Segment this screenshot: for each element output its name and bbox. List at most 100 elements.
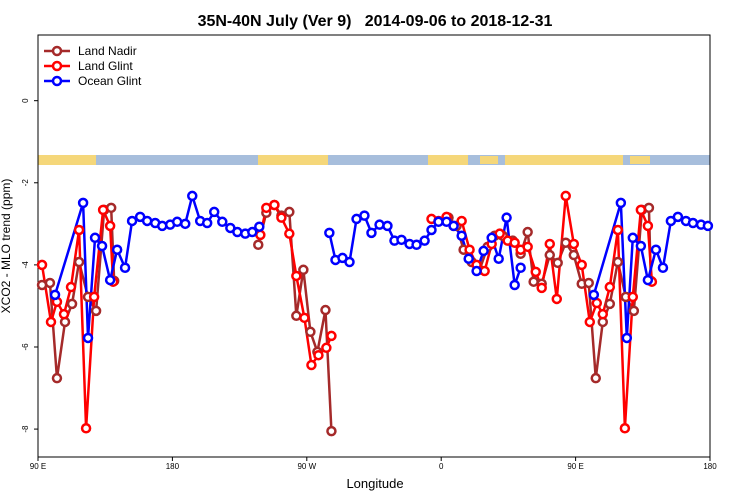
legend-label: Land Glint bbox=[78, 59, 133, 73]
data-point bbox=[568, 238, 580, 250]
data-point bbox=[58, 308, 70, 320]
data-point bbox=[45, 316, 57, 328]
data-point bbox=[374, 219, 385, 230]
data-point bbox=[635, 240, 647, 252]
data-point bbox=[597, 308, 609, 320]
data-point bbox=[604, 298, 616, 310]
data-point bbox=[621, 332, 633, 344]
data-point bbox=[576, 259, 587, 271]
data-point bbox=[643, 202, 655, 214]
data-point bbox=[612, 256, 624, 268]
data-point bbox=[560, 237, 571, 248]
legend-marker bbox=[51, 45, 63, 57]
data-point bbox=[591, 297, 603, 309]
x-axis-label: Longitude bbox=[346, 476, 403, 491]
data-point bbox=[217, 216, 228, 228]
data-point bbox=[111, 244, 123, 255]
data-point bbox=[276, 212, 287, 223]
data-point bbox=[494, 228, 505, 239]
data-point bbox=[522, 241, 533, 253]
data-point bbox=[208, 206, 220, 218]
data-point bbox=[73, 256, 85, 268]
data-point bbox=[590, 372, 602, 384]
data-point bbox=[463, 253, 474, 264]
data-point bbox=[156, 220, 168, 232]
y-tick-label: -6 bbox=[21, 343, 30, 351]
data-point bbox=[552, 257, 563, 269]
data-point bbox=[299, 312, 310, 324]
data-point bbox=[583, 277, 594, 289]
data-point bbox=[306, 359, 317, 371]
data-point bbox=[73, 224, 85, 236]
data-point bbox=[522, 226, 533, 238]
land-band bbox=[428, 155, 468, 165]
data-point bbox=[471, 265, 482, 277]
data-point bbox=[187, 190, 198, 202]
data-point bbox=[96, 240, 108, 252]
data-point bbox=[479, 265, 490, 277]
y-axis-label: XCO2 - MLO trend (ppm) bbox=[0, 179, 13, 314]
land-band bbox=[630, 156, 650, 164]
data-point bbox=[104, 220, 116, 232]
data-point bbox=[627, 291, 639, 303]
data-point bbox=[126, 215, 138, 227]
plot-frame bbox=[37, 34, 711, 458]
data-point bbox=[411, 239, 422, 251]
data-point bbox=[544, 238, 556, 250]
legend-label: Land Nadir bbox=[78, 44, 137, 58]
data-point bbox=[284, 228, 295, 239]
data-point bbox=[515, 262, 526, 274]
data-point bbox=[456, 230, 467, 241]
data-point bbox=[560, 190, 571, 202]
data-point bbox=[493, 253, 504, 264]
data-point bbox=[604, 281, 616, 293]
x-tick-label: 180 bbox=[166, 462, 180, 471]
data-point bbox=[627, 232, 639, 244]
data-point bbox=[321, 342, 332, 354]
data-point bbox=[253, 239, 264, 251]
data-point bbox=[82, 332, 94, 344]
data-point bbox=[642, 274, 654, 286]
data-point bbox=[255, 229, 266, 241]
land-band bbox=[38, 155, 96, 165]
data-point bbox=[528, 276, 539, 287]
data-point bbox=[44, 277, 56, 289]
data-point bbox=[247, 226, 258, 238]
data-point bbox=[179, 218, 191, 230]
data-point bbox=[509, 279, 520, 291]
data-point bbox=[305, 326, 316, 338]
data-point bbox=[298, 264, 309, 276]
data-point bbox=[584, 316, 596, 328]
ocean-band bbox=[38, 155, 710, 165]
data-point bbox=[396, 234, 407, 246]
data-point bbox=[65, 281, 77, 293]
data-point bbox=[650, 244, 662, 255]
data-point bbox=[119, 262, 131, 274]
data-point bbox=[51, 372, 63, 384]
data-point bbox=[530, 266, 541, 278]
chart-title: 35N-40N July (Ver 9) 2014-09-06 to 2018-… bbox=[198, 13, 553, 30]
x-tick-label: 90 E bbox=[567, 462, 583, 471]
data-point bbox=[464, 244, 475, 255]
data-point bbox=[588, 289, 600, 301]
data-point bbox=[97, 204, 109, 216]
data-point bbox=[284, 206, 295, 218]
data-point bbox=[344, 256, 355, 268]
data-point bbox=[269, 199, 280, 211]
data-point bbox=[382, 220, 393, 232]
land-band bbox=[258, 155, 328, 165]
data-point bbox=[628, 305, 640, 317]
legend-label: Ocean Glint bbox=[78, 74, 142, 88]
data-point bbox=[313, 349, 324, 361]
y-tick-label: -8 bbox=[21, 425, 30, 433]
land-band bbox=[505, 155, 623, 165]
data-point bbox=[254, 221, 265, 232]
data-point bbox=[544, 249, 556, 261]
data-point bbox=[612, 224, 624, 236]
data-point bbox=[80, 423, 92, 434]
data-point bbox=[568, 249, 580, 261]
data-point bbox=[702, 220, 714, 232]
y-tick-label: 0 bbox=[21, 98, 30, 103]
data-point bbox=[291, 310, 302, 322]
x-tick-label: 90 W bbox=[297, 462, 316, 471]
